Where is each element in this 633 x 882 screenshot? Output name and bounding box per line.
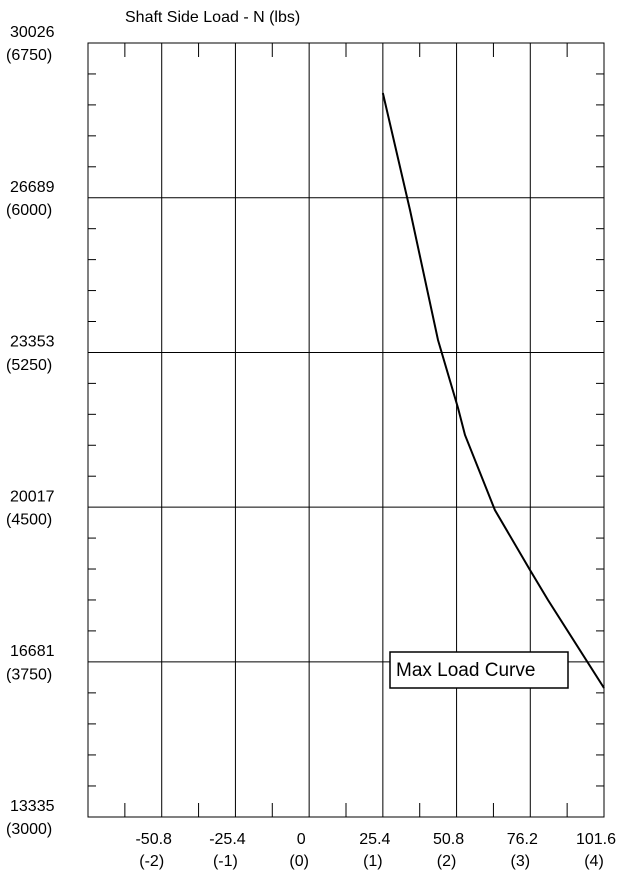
x-tick-label: 0 — [297, 831, 306, 848]
x2-tick-label: (-1) — [213, 853, 238, 870]
x-tick-label: 101.6 — [576, 831, 616, 848]
y-tick-label: 20017 — [10, 488, 55, 505]
y-tick-label: 23353 — [10, 334, 55, 351]
y-tick-label: 13335 — [10, 798, 55, 815]
y2-tick-label: (3000) — [6, 821, 52, 838]
plot-frame — [87, 42, 605, 818]
x2-tick-label: (4) — [584, 853, 604, 870]
y2-tick-label: (6750) — [6, 47, 52, 64]
x2-tick-label: (1) — [363, 853, 383, 870]
y-tick-label: 26689 — [10, 179, 55, 196]
x-tick-label: -50.8 — [135, 831, 172, 848]
x-tick-label: 76.2 — [507, 831, 538, 848]
y-tick-label: 30026 — [10, 24, 55, 41]
y2-tick-label: (6000) — [6, 202, 52, 219]
annotation: Max Load Curve — [396, 660, 535, 681]
y2-tick-label: (4500) — [6, 512, 52, 529]
chart-title: Shaft Side Load - N (lbs) — [125, 9, 300, 26]
x2-tick-label: (2) — [437, 853, 457, 870]
y2-tick-label: (5250) — [6, 357, 52, 374]
y-tick-label: 16681 — [10, 643, 55, 660]
data-line — [381, 92, 605, 689]
x2-tick-label: (-2) — [139, 853, 164, 870]
y2-tick-label: (3750) — [6, 666, 52, 683]
x-tick-label: 50.8 — [433, 831, 464, 848]
x-tick-label: -25.4 — [209, 831, 246, 848]
x-tick-label: 25.4 — [359, 831, 390, 848]
x2-tick-label: (0) — [289, 853, 309, 870]
annotation-box — [389, 651, 569, 689]
x2-tick-label: (3) — [511, 853, 531, 870]
